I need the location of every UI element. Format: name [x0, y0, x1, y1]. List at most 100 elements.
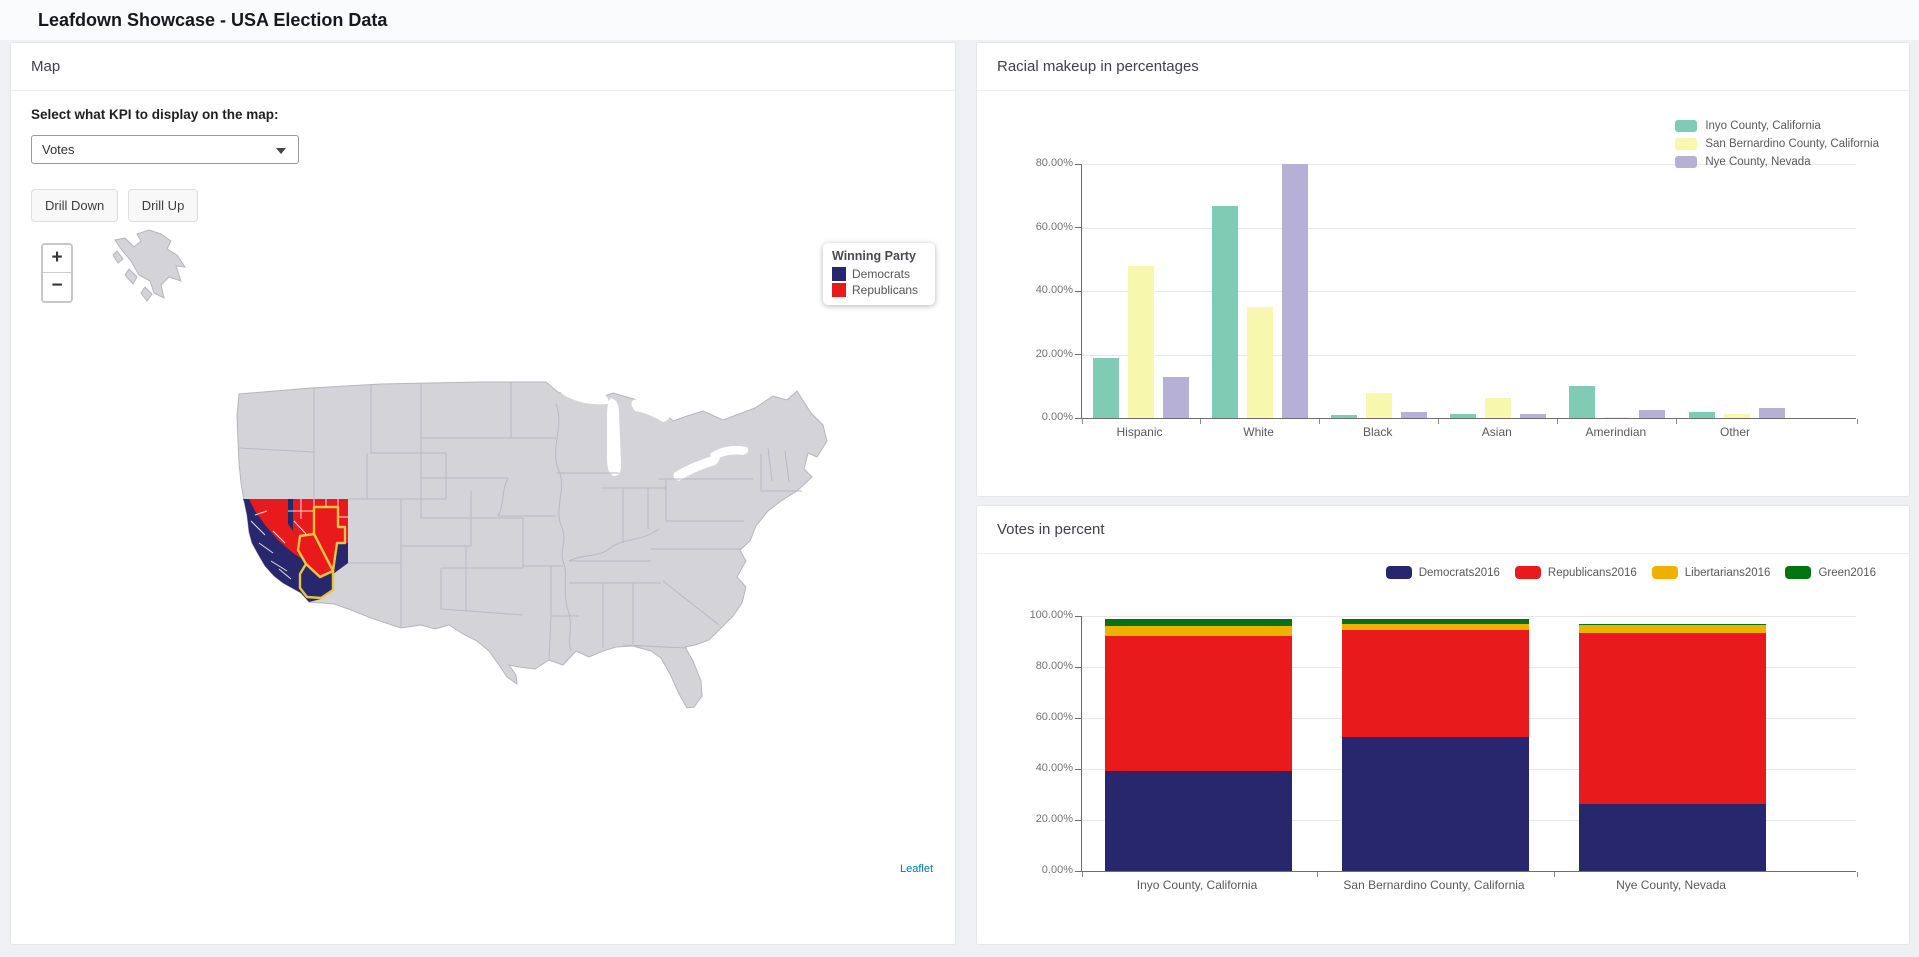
y-axis-tick: [1075, 417, 1081, 419]
y-axis-label: 60.00%: [1035, 711, 1073, 723]
bar-white-san-bernardino-county-california[interactable]: [1247, 306, 1274, 418]
zoom-in-button[interactable]: +: [43, 245, 71, 273]
racial-panel-header: Racial makeup in percentages: [977, 43, 1909, 91]
legend-item-green2016[interactable]: Green2016: [1785, 566, 1876, 579]
bar-asian-inyo-county-california[interactable]: [1450, 413, 1477, 418]
y-axis-tick: [1075, 354, 1081, 355]
republicans-swatch: [832, 283, 846, 297]
votes-percent-panel: Votes in percent 0.00% 20.00% 40.00% 60.00%…: [976, 505, 1910, 945]
map-panel-header: Map: [11, 43, 955, 91]
racial-makeup-panel: Racial makeup in percentages 0.00% 20.00%…: [976, 42, 1910, 497]
x-axis-tick: [1082, 419, 1083, 424]
x-axis-category-label: Hispanic: [1116, 425, 1163, 439]
x-axis-category-label: Asian: [1481, 425, 1512, 439]
x-axis-category-label: Inyo County, California: [1136, 878, 1258, 892]
map-body: Select what KPI to display on the map: V…: [11, 91, 955, 945]
bar-black-san-bernardino-county-california[interactable]: [1366, 392, 1393, 418]
y-axis-label: 20.00%: [1035, 813, 1073, 825]
winning-party-legend: Winning Party Democrats Republicans: [823, 243, 935, 305]
bar-hispanic-inyo-county-california[interactable]: [1093, 357, 1119, 418]
segment-san-bernardino-county-california-libertarians2016[interactable]: [1341, 623, 1529, 630]
segment-nye-county-nevada-democrats2016[interactable]: [1578, 804, 1766, 871]
segment-inyo-county-california-libertarians2016[interactable]: [1104, 625, 1292, 636]
gridline: [1082, 354, 1856, 356]
alaska-fragment[interactable]: [112, 229, 187, 302]
segment-san-bernardino-county-california-green2016[interactable]: [1341, 618, 1529, 624]
bar-other-nye-county-nevada[interactable]: [1758, 408, 1785, 418]
segment-inyo-county-california-democrats2016[interactable]: [1104, 770, 1292, 871]
plot-area: [1075, 615, 1858, 877]
legend-item-democrats2016[interactable]: Democrats2016: [1385, 566, 1500, 579]
leaflet-attribution-link[interactable]: Leaflet: [899, 863, 933, 875]
bar-black-inyo-county-california[interactable]: [1331, 415, 1358, 418]
x-axis-tick: [1438, 419, 1440, 424]
segment-san-bernardino-county-california-republicans2016[interactable]: [1341, 629, 1529, 738]
legend-swatch: [1675, 156, 1698, 168]
x-axis-category-label: Other: [1719, 425, 1750, 439]
legend-item-democrats: Democrats: [832, 266, 926, 282]
x-axis-tick: [1316, 872, 1318, 877]
bar-white-inyo-county-california[interactable]: [1212, 205, 1239, 418]
bar-amerindian-san-bernardino-county-california[interactable]: [1604, 416, 1631, 418]
y-axis-label: 100.00%: [1029, 609, 1073, 621]
zoom-out-button[interactable]: −: [43, 273, 71, 301]
legend-item-republicans: Republicans: [832, 282, 926, 298]
drill-button-row: Drill Down Drill Up: [31, 189, 203, 222]
bar-amerindian-inyo-county-california[interactable]: [1569, 386, 1596, 418]
kpi-select[interactable]: Votes: [31, 135, 299, 164]
x-axis-category-label: Black: [1363, 425, 1393, 439]
gridline: [1082, 164, 1856, 165]
legend-item-san-bernardino-county-california[interactable]: San Bernardino County, California: [1675, 135, 1879, 153]
legend-item-inyo-county-california[interactable]: Inyo County, California: [1675, 117, 1879, 135]
legend-item-libertarians2016[interactable]: Libertarians2016: [1651, 566, 1771, 579]
legend-swatch: [1651, 566, 1678, 579]
democrats-swatch: [832, 267, 846, 281]
legend-label: San Bernardino County, California: [1705, 138, 1879, 150]
x-axis-tick: [1553, 872, 1555, 877]
y-axis-tick: [1075, 819, 1081, 821]
votes-percent-chart: 0.00% 20.00% 40.00% 60.00% 80.00% 100.00% Inyo…: [977, 554, 1909, 945]
gridline: [1082, 616, 1856, 617]
bar-asian-san-bernardino-county-california[interactable]: [1485, 398, 1512, 418]
legend-label: Green2016: [1818, 566, 1876, 579]
segment-inyo-county-california-green2016[interactable]: [1104, 618, 1292, 626]
legend-label: Nye County, Nevada: [1705, 156, 1811, 168]
gridline: [1082, 227, 1856, 229]
bar-white-nye-county-nevada[interactable]: [1282, 164, 1309, 418]
x-axis-line: [1081, 871, 1856, 872]
bar-other-inyo-county-california[interactable]: [1688, 411, 1715, 418]
bar-amerindian-nye-county-nevada[interactable]: [1639, 410, 1666, 418]
y-axis-label: 20.00%: [1035, 347, 1073, 360]
segment-inyo-county-california-republicans2016[interactable]: [1104, 635, 1292, 771]
drill-up-button[interactable]: Drill Up: [127, 189, 199, 222]
san-bernardino-county-shape[interactable]: [298, 562, 335, 600]
county-choropleth[interactable]: [243, 499, 348, 602]
segment-san-bernardino-county-california-democrats2016[interactable]: [1341, 737, 1529, 871]
bar-asian-nye-county-nevada[interactable]: [1520, 414, 1547, 418]
x-axis-tick: [1082, 872, 1083, 877]
x-axis-tick: [1857, 419, 1858, 424]
legend-item-nye-county-nevada[interactable]: Nye County, Nevada: [1675, 153, 1879, 171]
legend-item-republicans2016[interactable]: Republicans2016: [1514, 566, 1637, 579]
x-axis-tick: [1676, 419, 1678, 424]
us-map[interactable]: [11, 91, 957, 945]
bar-hispanic-san-bernardino-county-california[interactable]: [1128, 265, 1154, 418]
segment-nye-county-nevada-libertarians2016[interactable]: [1578, 625, 1766, 634]
continental-us[interactable]: [236, 381, 828, 709]
votes-panel-header: Votes in percent: [977, 506, 1909, 554]
drill-down-button[interactable]: Drill Down: [31, 189, 119, 222]
bar-hispanic-nye-county-nevada[interactable]: [1163, 376, 1189, 418]
map-zoom-control: + −: [41, 243, 73, 303]
legend-swatch: [1514, 566, 1541, 579]
page-title: Leafdown Showcase - USA Election Data: [38, 10, 388, 30]
x-axis-category-label: White: [1243, 425, 1274, 439]
y-axis-label: 0.00%: [1041, 864, 1073, 876]
legend-label: Libertarians2016: [1684, 566, 1771, 579]
segment-nye-county-nevada-republicans2016[interactable]: [1578, 633, 1766, 805]
chart-legend: Inyo County, California San Bernardino Co…: [1675, 117, 1879, 171]
segment-nye-county-nevada-green2016[interactable]: [1578, 624, 1766, 626]
y-axis-label: 0.00%: [1041, 411, 1073, 423]
bar-black-nye-county-nevada[interactable]: [1401, 411, 1428, 418]
bar-other-san-bernardino-county-california[interactable]: [1723, 413, 1750, 418]
legend-swatch: [1675, 120, 1698, 132]
